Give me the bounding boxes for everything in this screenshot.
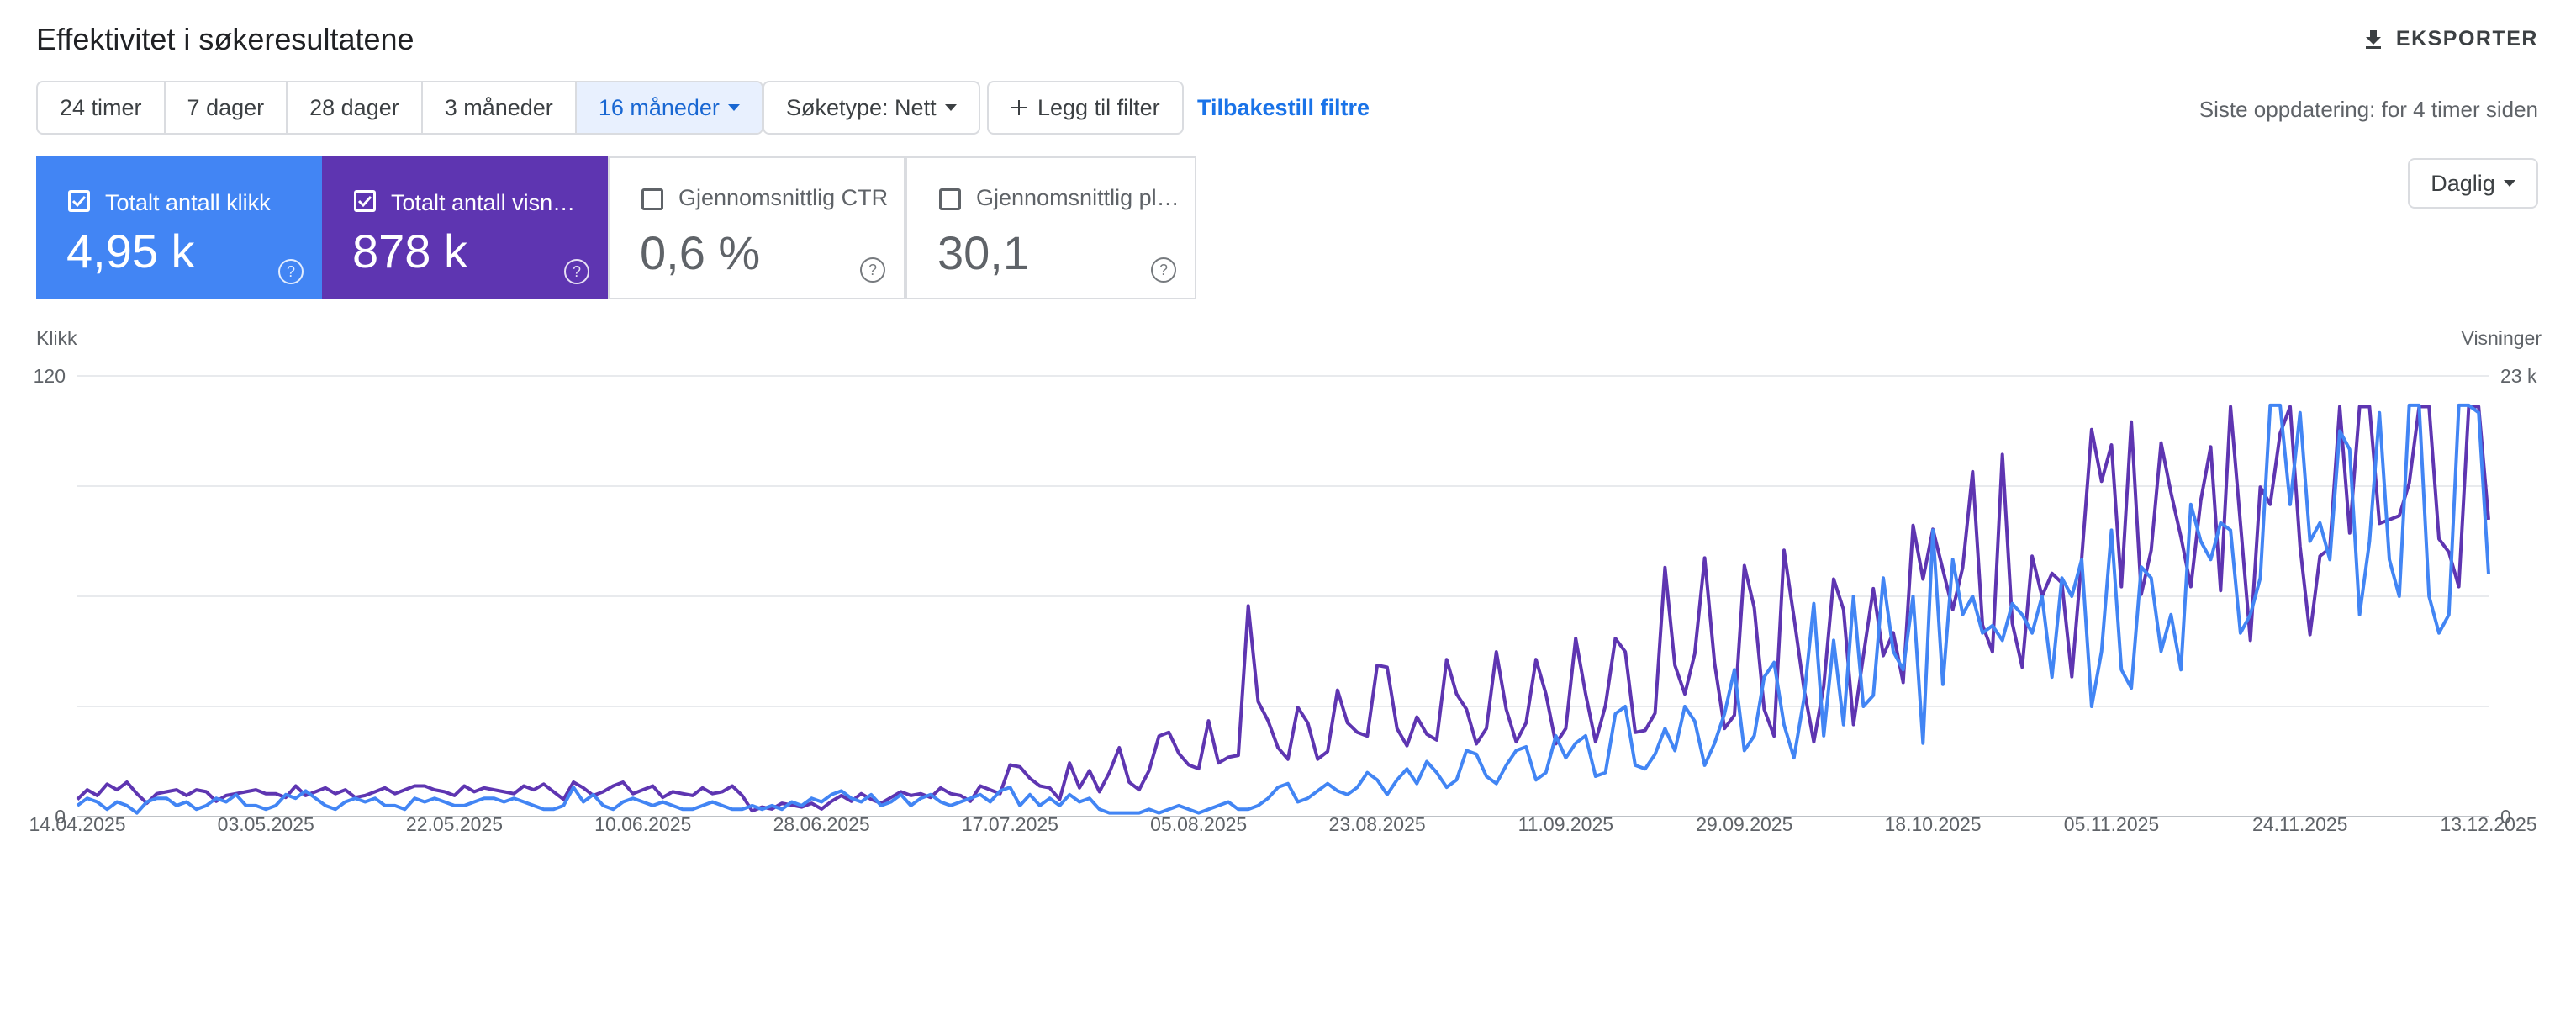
y-axis-title: Klikk	[36, 327, 77, 349]
metric-card[interactable]: Totalt antall visn… 878 k?	[322, 156, 608, 299]
metric-label: Totalt antall visn…	[391, 190, 576, 215]
x-tick-label: 05.08.2025	[1150, 813, 1247, 835]
x-tick-label: 18.10.2025	[1884, 813, 1981, 835]
metric-checkbox[interactable]	[939, 188, 961, 210]
reset-filters-link[interactable]: Tilbakestill filtre	[1197, 95, 1370, 120]
x-tick-label: 28.06.2025	[773, 813, 870, 835]
period-option[interactable]: 28 dager	[288, 82, 423, 133]
x-tick-label: 24.11.2025	[2252, 813, 2347, 835]
period-label: 16 måneder	[598, 94, 720, 120]
x-tick-label: 05.11.2025	[2064, 813, 2159, 835]
help-icon[interactable]: ?	[564, 259, 589, 284]
period-option[interactable]: 3 måneder	[423, 82, 577, 133]
metric-card[interactable]: Gjennomsnittlig CTR 0,6 %?	[608, 156, 905, 299]
metric-label: Gjennomsnittlig CTR	[678, 185, 889, 210]
metric-card[interactable]: Totalt antall klikk 4,95 k?	[36, 156, 322, 299]
granularity-button[interactable]: Daglig	[2408, 158, 2538, 209]
period-option[interactable]: 24 timer	[38, 82, 166, 133]
help-icon[interactable]: ?	[278, 259, 304, 284]
period-option[interactable]: 7 dager	[166, 82, 288, 133]
metric-value: 878 k	[352, 225, 467, 278]
x-tick-label: 17.07.2025	[962, 813, 1058, 835]
granularity-label: Daglig	[2431, 170, 2495, 196]
x-tick-label: 11.09.2025	[1518, 813, 1613, 835]
metric-value: 0,6 %	[640, 226, 761, 279]
period-selector: 24 timer 7 dager 28 dager 3 måneder 16 måned…	[36, 81, 763, 135]
metric-value: 4,95 k	[66, 225, 195, 278]
period-label: 7 dager	[187, 94, 265, 120]
export-label: EKSPORTER	[2395, 27, 2538, 50]
x-tick-label: 10.06.2025	[594, 813, 691, 835]
y-tick-label: 0	[55, 806, 66, 828]
y2-tick-label: 0	[2500, 806, 2511, 828]
metric-label: Gjennomsnittlig pl…	[976, 185, 1180, 210]
x-tick-label: 22.05.2025	[406, 813, 503, 835]
help-icon[interactable]: ?	[860, 257, 885, 283]
metric-checkbox[interactable]	[641, 188, 663, 210]
x-tick-label: 23.08.2025	[1329, 813, 1426, 835]
metric-checkbox[interactable]	[68, 190, 90, 212]
series-line	[76, 403, 2490, 815]
x-tick-label: 29.09.2025	[1696, 813, 1792, 835]
help-icon[interactable]: ?	[1151, 257, 1176, 283]
search-type-button[interactable]: Søketype: Nett	[763, 81, 980, 135]
period-label: 3 måneder	[444, 94, 553, 120]
search-type-label: Søketype: Nett	[786, 94, 937, 120]
y-tick-label: 120	[34, 365, 66, 387]
x-tick-label: 14.04.2025	[29, 813, 125, 835]
y2-tick-label: 23 k	[2500, 365, 2537, 387]
plus-icon	[1011, 100, 1027, 115]
page-title: Effektivitet i søkeresultatene	[36, 22, 414, 56]
metric-card[interactable]: Gjennomsnittlig pl… 30,1?	[905, 156, 1196, 299]
x-tick-label: 13.12.2025	[2440, 813, 2536, 835]
y2-axis-title: Visninger	[2462, 327, 2542, 349]
series-line	[76, 405, 2490, 813]
chart: Klikk Visninger 0 120 0 23 k 14.04.2025 03.05.2…	[29, 327, 2542, 835]
export-button[interactable]: EKSPORTER	[2365, 27, 2538, 51]
metric-label: Totalt antall klikk	[105, 190, 271, 215]
metric-value: 30,1	[937, 226, 1029, 279]
period-label: 28 dager	[309, 94, 399, 120]
x-tick-label: 03.05.2025	[218, 813, 314, 835]
add-filter-button[interactable]: Legg til filter	[987, 81, 1184, 135]
metric-checkbox[interactable]	[354, 190, 376, 212]
period-option[interactable]: 16 måneder	[576, 82, 762, 133]
period-label: 24 timer	[60, 94, 142, 120]
add-filter-label: Legg til filter	[1037, 94, 1160, 120]
download-icon	[2365, 29, 2381, 49]
last-update: Siste oppdatering: for 4 timer siden	[2199, 97, 2538, 122]
